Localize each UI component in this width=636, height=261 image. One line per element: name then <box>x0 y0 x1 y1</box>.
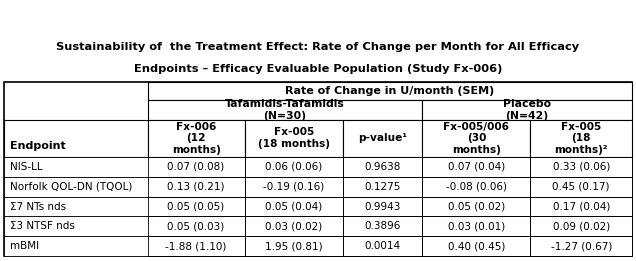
Bar <box>422 157 530 177</box>
Text: 0.9638: 0.9638 <box>364 162 401 172</box>
Text: 0.17 (0.04): 0.17 (0.04) <box>553 201 610 211</box>
Bar <box>343 236 422 256</box>
Text: -1.88 (1.10): -1.88 (1.10) <box>165 241 227 251</box>
Bar <box>148 216 244 236</box>
Bar <box>530 157 632 177</box>
Bar <box>422 236 530 256</box>
Text: Σ7 NTs nds: Σ7 NTs nds <box>10 201 66 211</box>
Text: 0.13 (0.21): 0.13 (0.21) <box>167 182 225 192</box>
Text: 0.45 (0.17): 0.45 (0.17) <box>553 182 610 192</box>
Bar <box>148 100 422 120</box>
Bar <box>244 120 343 157</box>
Bar <box>530 120 632 157</box>
Bar <box>343 216 422 236</box>
Text: Endpoints – Efficacy Evaluable Population (Study Fx-006): Endpoints – Efficacy Evaluable Populatio… <box>134 64 502 74</box>
Bar <box>244 157 343 177</box>
Bar <box>530 197 632 216</box>
Bar <box>4 216 632 236</box>
Bar <box>4 82 632 256</box>
Bar <box>148 120 244 157</box>
Text: mBMI: mBMI <box>10 241 39 251</box>
Text: -1.27 (0.67): -1.27 (0.67) <box>551 241 612 251</box>
Bar <box>148 177 244 197</box>
Text: -0.08 (0.06): -0.08 (0.06) <box>446 182 507 192</box>
Text: 0.40 (0.45): 0.40 (0.45) <box>448 241 505 251</box>
Bar <box>148 82 632 100</box>
Bar <box>244 197 343 216</box>
Text: 0.05 (0.02): 0.05 (0.02) <box>448 201 505 211</box>
Text: Endpoint: Endpoint <box>10 141 66 151</box>
Bar <box>4 177 632 197</box>
Bar <box>422 100 632 120</box>
Bar <box>148 236 244 256</box>
Text: Placebo
(N=42): Placebo (N=42) <box>503 99 551 121</box>
Bar <box>4 157 632 177</box>
Text: -0.19 (0.16): -0.19 (0.16) <box>263 182 324 192</box>
Text: 0.09 (0.02): 0.09 (0.02) <box>553 221 610 231</box>
Text: 0.0014: 0.0014 <box>364 241 401 251</box>
Bar <box>530 177 632 197</box>
Bar <box>244 216 343 236</box>
Bar <box>530 216 632 236</box>
Text: 0.06 (0.06): 0.06 (0.06) <box>265 162 322 172</box>
Bar <box>422 197 530 216</box>
Text: 0.1275: 0.1275 <box>364 182 401 192</box>
Text: Fx-005
(18
months)²: Fx-005 (18 months)² <box>555 122 608 155</box>
Text: Fx-005/006
(30
months): Fx-005/006 (30 months) <box>443 122 509 155</box>
Text: Tafamidis-Tafamidis
(N=30): Tafamidis-Tafamidis (N=30) <box>225 99 345 121</box>
Text: 0.03 (0.01): 0.03 (0.01) <box>448 221 505 231</box>
Bar <box>244 177 343 197</box>
Text: 0.05 (0.04): 0.05 (0.04) <box>265 201 322 211</box>
Text: 0.07 (0.04): 0.07 (0.04) <box>448 162 505 172</box>
Bar <box>148 157 244 177</box>
Text: 0.3896: 0.3896 <box>364 221 401 231</box>
Text: 0.05 (0.03): 0.05 (0.03) <box>167 221 225 231</box>
Text: 0.05 (0.05): 0.05 (0.05) <box>167 201 225 211</box>
Text: 1.95 (0.81): 1.95 (0.81) <box>265 241 322 251</box>
Bar <box>244 236 343 256</box>
Bar <box>148 197 244 216</box>
Bar <box>343 197 422 216</box>
Text: Norfolk QOL-DN (TQOL): Norfolk QOL-DN (TQOL) <box>10 182 132 192</box>
Text: 0.07 (0.08): 0.07 (0.08) <box>167 162 225 172</box>
Bar <box>4 236 632 256</box>
Bar <box>4 197 632 216</box>
Bar <box>422 177 530 197</box>
Text: Sustainability of  the Treatment Effect: Rate of Change per Month for All Effica: Sustainability of the Treatment Effect: … <box>57 42 579 52</box>
Bar <box>422 120 530 157</box>
Bar <box>343 120 422 157</box>
Text: Σ3 NTSF nds: Σ3 NTSF nds <box>10 221 75 231</box>
Bar <box>343 157 422 177</box>
Text: Rate of Change in U/month (SEM): Rate of Change in U/month (SEM) <box>285 86 494 96</box>
Bar <box>4 120 148 157</box>
Text: 0.9943: 0.9943 <box>364 201 401 211</box>
Text: p-value¹: p-value¹ <box>358 133 407 143</box>
Text: NIS-LL: NIS-LL <box>10 162 43 172</box>
Bar <box>530 236 632 256</box>
Text: 0.33 (0.06): 0.33 (0.06) <box>553 162 610 172</box>
Text: 0.03 (0.02): 0.03 (0.02) <box>265 221 322 231</box>
Text: Fx-005
(18 months): Fx-005 (18 months) <box>258 127 330 149</box>
Bar <box>422 216 530 236</box>
Text: Fx-006
(12
months): Fx-006 (12 months) <box>172 122 221 155</box>
Bar <box>343 177 422 197</box>
